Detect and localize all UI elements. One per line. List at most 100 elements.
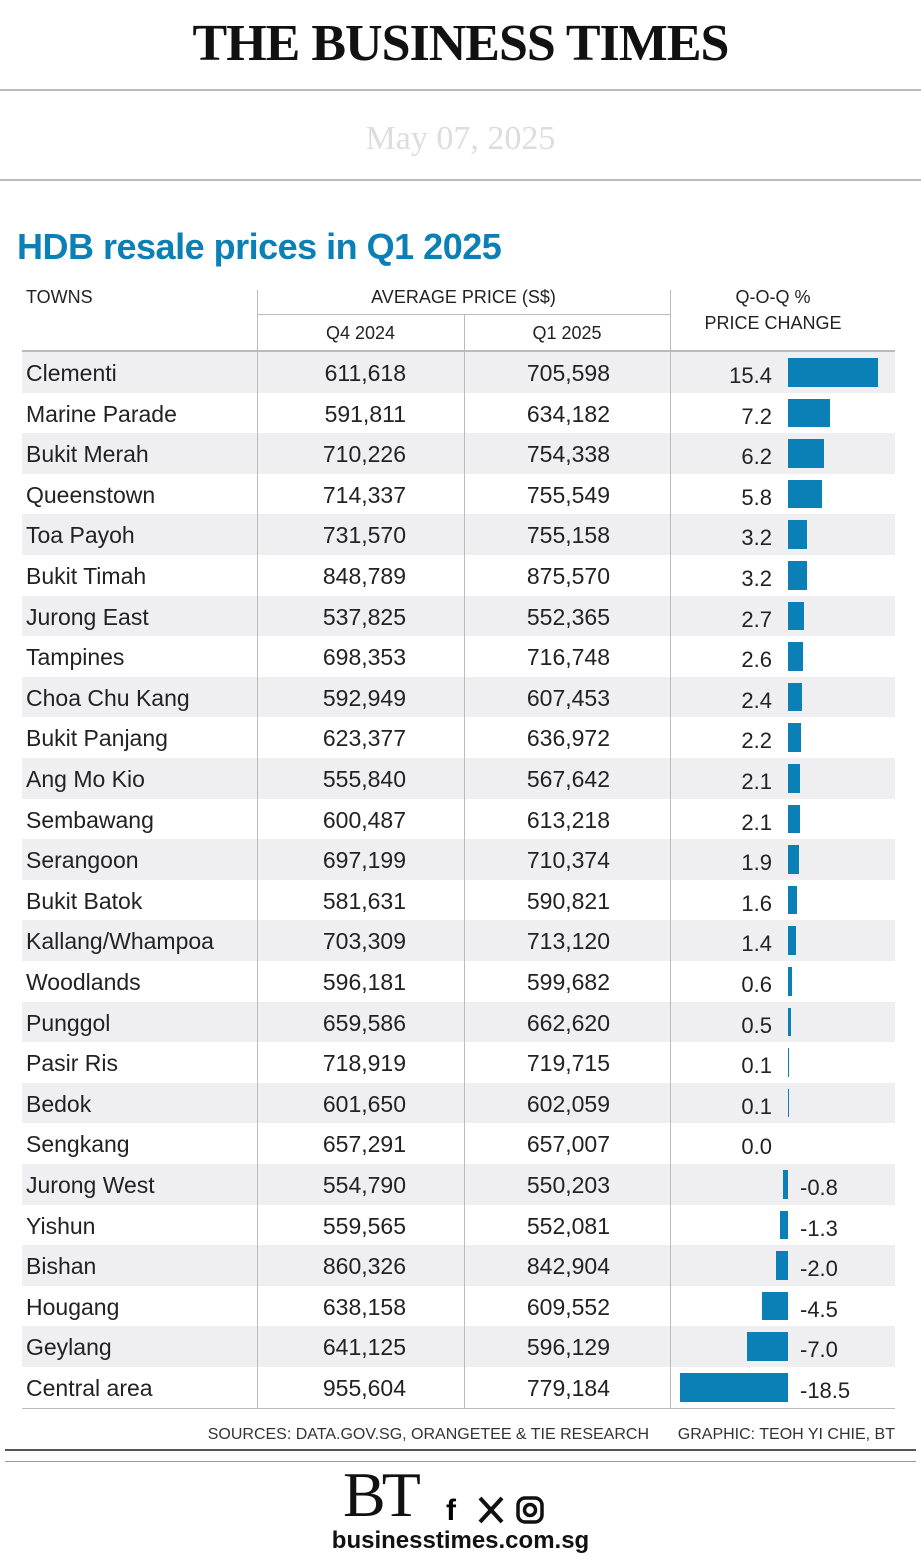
town: Queenstown	[26, 481, 156, 508]
town: Sembawang	[26, 806, 154, 833]
price-q1: 590,821	[526, 887, 610, 914]
town: Bukit Panjang	[26, 725, 168, 752]
column-header: AVERAGE PRICE (S$)	[371, 287, 556, 307]
town: Marine Parade	[26, 400, 177, 427]
price-q4: 555,840	[322, 766, 406, 792]
column-header: Q-O-Q %	[735, 287, 811, 307]
bar	[788, 845, 800, 874]
price-q1: 552,365	[526, 603, 610, 630]
price-q1: 754,338	[526, 441, 610, 468]
price-q4: 697,199	[322, 847, 406, 874]
price-q1: 657,007	[526, 1131, 610, 1158]
row-background	[22, 433, 895, 474]
change-label: -2.0	[800, 1256, 838, 1282]
bar	[788, 439, 825, 468]
price-q1: 755,549	[526, 481, 610, 508]
row-background	[22, 514, 895, 555]
change-label: 1.9	[741, 850, 772, 876]
town: Bishan	[26, 1253, 97, 1280]
price-q1: 842,904	[526, 1253, 610, 1280]
column-header: Q1 2025	[532, 323, 602, 343]
credit: GRAPHIC: TEOH YI CHIE, BT	[677, 1426, 895, 1443]
column-divider	[670, 290, 671, 1408]
bar	[788, 358, 878, 387]
row-background	[22, 1164, 895, 1205]
divider	[22, 350, 895, 352]
divider	[0, 179, 921, 181]
town: Woodlands	[26, 969, 141, 995]
price-q1: 567,642	[526, 766, 610, 792]
price-q4: 731,570	[322, 522, 406, 549]
change-label: 2.1	[741, 809, 772, 835]
bar	[788, 885, 798, 915]
column-divider	[257, 290, 258, 1408]
price-q4: 641,125	[322, 1334, 406, 1361]
instagram-icon[interactable]	[516, 1496, 544, 1524]
price-q1: 602,059	[526, 1090, 610, 1117]
price-q1: 596,129	[526, 1334, 610, 1361]
town: Bukit Batok	[26, 887, 143, 914]
change-label: 1.6	[741, 890, 772, 916]
change-label: 7.2	[741, 403, 772, 429]
table-title: HDB resale prices in Q1 2025	[17, 226, 502, 267]
bar	[747, 1332, 788, 1361]
change-label: -0.8	[800, 1175, 838, 1200]
x-icon[interactable]	[478, 1496, 504, 1524]
bar	[761, 1291, 788, 1321]
masthead: THE BUSINESS TIMES	[192, 15, 730, 72]
change-label: 15.4	[729, 363, 772, 388]
price-q4: 638,158	[322, 1293, 406, 1320]
price-q1: 779,184	[526, 1375, 610, 1401]
price-q1: 634,182	[526, 400, 610, 427]
column-header: Q4 2024	[325, 323, 396, 343]
price-q4: 601,650	[322, 1090, 406, 1117]
bar	[788, 764, 801, 793]
town: Pasir Ris	[26, 1050, 119, 1077]
social-icons: f	[446, 1494, 544, 1526]
sources: SOURCES: DATA.GOV.SG, ORANGETEE & TIE RE…	[207, 1426, 649, 1443]
change-label: 2.7	[741, 606, 772, 632]
divider	[22, 1408, 895, 1409]
row-background	[22, 839, 895, 880]
price-q1: 710,374	[526, 847, 610, 874]
price-q4: 860,326	[322, 1253, 406, 1280]
price-q4: 600,487	[322, 806, 406, 833]
row-background	[22, 1245, 895, 1286]
change-label: 0.1	[741, 1093, 772, 1119]
change-label: 3.2	[741, 566, 772, 591]
town: Bukit Timah	[26, 563, 147, 589]
bar	[788, 1007, 791, 1037]
price-q1: 713,120	[526, 928, 610, 955]
town: Bukit Merah	[26, 441, 149, 468]
bar	[788, 1088, 789, 1118]
bar	[788, 967, 792, 996]
facebook-icon[interactable]: f	[446, 1494, 457, 1526]
bar	[788, 601, 804, 631]
price-q1: 636,972	[526, 725, 610, 752]
price-q4: 698,353	[322, 644, 406, 671]
town: Choa Chu Kang	[26, 684, 190, 711]
row-background	[22, 920, 895, 961]
price-q4: 592,949	[322, 684, 406, 711]
row-background	[22, 352, 895, 393]
price-q4: 554,790	[322, 1172, 406, 1198]
change-label: 2.1	[741, 769, 772, 794]
logo: BT	[343, 1459, 421, 1530]
price-q1: 613,218	[526, 806, 610, 833]
change-label: 0.1	[741, 1053, 772, 1079]
town: Toa Payoh	[26, 522, 135, 549]
change-label: 0.6	[741, 972, 772, 997]
town: Sengkang	[26, 1131, 130, 1158]
bar	[679, 1373, 788, 1402]
town: Hougang	[26, 1293, 120, 1320]
bar	[788, 804, 801, 834]
price-q1: 716,748	[526, 644, 610, 671]
price-q4: 596,181	[322, 969, 406, 995]
bar	[788, 520, 807, 549]
price-q4: 714,337	[322, 481, 406, 508]
bar	[788, 1048, 789, 1077]
town: Ang Mo Kio	[26, 766, 145, 792]
price-q1: 705,598	[526, 360, 610, 386]
town: Yishun	[26, 1212, 96, 1239]
